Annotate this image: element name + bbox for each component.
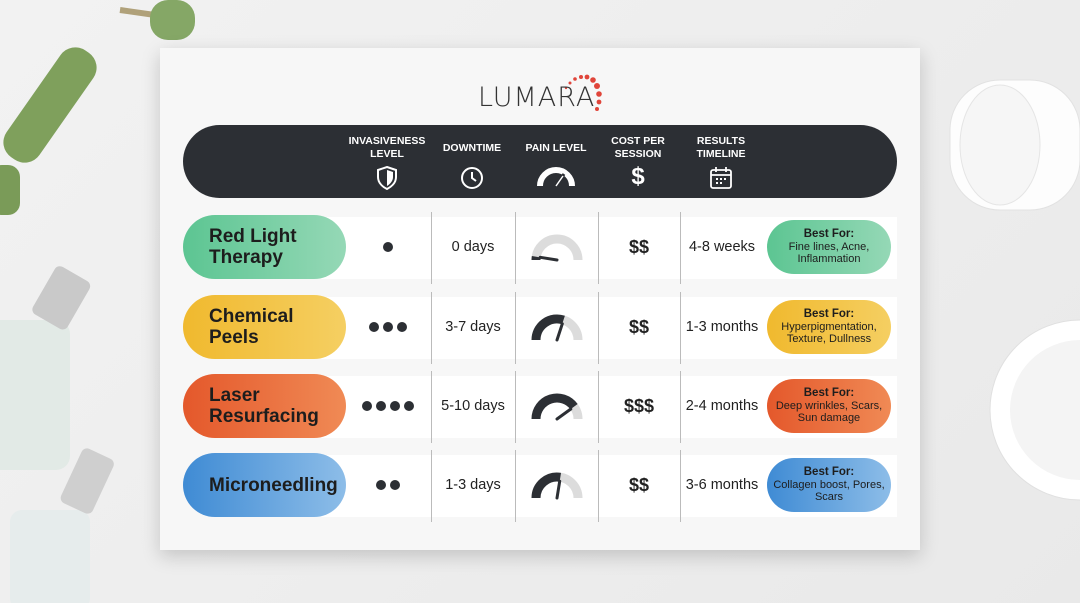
pain-gauge-icon (531, 234, 582, 262)
brand-logo: LUMARA (478, 66, 608, 116)
treatment-name: Microneedling (183, 453, 346, 517)
gauge-fill (530, 314, 565, 341)
invasiveness-dot (397, 322, 407, 332)
invasiveness-dot (383, 322, 393, 332)
treatment-row: Laser Resurfacing 5-10 days $$$ 2-4 mont… (183, 371, 897, 443)
treatment-name: Laser Resurfacing (183, 374, 346, 438)
pain-gauge (515, 374, 598, 438)
jade-roller-image (0, 0, 195, 215)
gauge-fill (531, 393, 578, 420)
best-for-text: Collagen boost, Pores, Scars (773, 478, 885, 504)
clock-icon (461, 167, 483, 189)
shield-icon (377, 165, 397, 191)
pain-gauge (515, 295, 598, 359)
downtime-value: 3-7 days (445, 319, 501, 335)
results-timeline: 1-3 months (685, 319, 759, 335)
results-timeline: 4-8 weeks (688, 239, 756, 255)
gauge-needle (555, 407, 572, 421)
cost-value: $$ (628, 316, 650, 337)
comparison-card: LUMARA INVASIVENESS LEVEL DOWNTIME PAIN … (160, 48, 920, 550)
gauge-needle (538, 255, 558, 262)
pain-gauge (515, 215, 598, 279)
invasiveness-dot (383, 242, 393, 252)
best-for-badge: Best For: Collagen boost, Pores, Scars (767, 458, 891, 512)
best-for-badge: Best For: Hyperpigmentation, Texture, Dul… (767, 300, 891, 354)
best-for-badge: Best For: Fine lines, Acne, Inflammation (767, 220, 891, 274)
downtime-value: 5-10 days (441, 398, 505, 414)
serum-bottle-image (0, 266, 114, 603)
best-for-label: Best For: (803, 228, 855, 240)
treatment-row: Chemical Peels 3-7 days $$ 1-3 months Be… (183, 292, 897, 364)
invasiveness-dot (376, 401, 386, 411)
best-for-label: Best For: (803, 308, 855, 320)
pain-gauge (515, 453, 598, 517)
pain-gauge-icon (531, 472, 582, 500)
results-timeline: 3-6 months (685, 477, 759, 493)
cost-value: $$ (628, 236, 650, 257)
header-downtime: DOWNTIME (427, 134, 517, 194)
pain-gauge-icon (530, 314, 582, 342)
invasiveness-dot (404, 401, 414, 411)
cost-value: $$$ (623, 395, 655, 416)
gauge-needle (555, 479, 561, 500)
gauge-icon (537, 167, 575, 187)
best-for-badge: Best For: Deep wrinkles, Scars, Sun damag… (767, 379, 891, 433)
downtime-value: 0 days (451, 239, 495, 255)
invasiveness-dots (345, 453, 431, 517)
pain-gauge-icon (531, 393, 582, 421)
towel-image (949, 79, 1080, 211)
best-for-text: Fine lines, Acne, Inflammation (788, 240, 870, 266)
header-invasiveness: INVASIVENESS LEVEL (342, 134, 432, 194)
cost-value: $$ (628, 474, 650, 495)
header-pain: PAIN LEVEL (511, 134, 601, 192)
treatment-row: Red Light Therapy 0 days $$ 4-8 weeks Be… (183, 212, 897, 284)
invasiveness-dot (376, 480, 386, 490)
downtime-value: 1-3 days (445, 477, 501, 493)
invasiveness-dots (345, 215, 431, 279)
cream-bowl-image (989, 319, 1080, 501)
best-for-label: Best For: (803, 387, 855, 399)
invasiveness-dot (390, 401, 400, 411)
best-for-text: Hyperpigmentation, Texture, Dullness (781, 320, 877, 346)
gauge-fill (531, 472, 561, 499)
best-for-text: Deep wrinkles, Scars, Sun damage (775, 399, 883, 425)
invasiveness-dot (362, 401, 372, 411)
gauge-needle (555, 322, 564, 342)
invasiveness-dots (345, 295, 431, 359)
treatment-name: Red Light Therapy (183, 215, 346, 279)
treatment-name: Chemical Peels (183, 295, 346, 359)
header-bar: INVASIVENESS LEVEL DOWNTIME PAIN LEVEL C… (183, 125, 897, 198)
header-results: RESULTS TIMELINE (676, 134, 766, 194)
header-cost: COST PER SESSION $ (593, 134, 683, 189)
invasiveness-dot (390, 480, 400, 490)
calendar-icon (710, 167, 732, 189)
best-for-label: Best For: (803, 466, 855, 478)
logo-arc-dots-icon (564, 74, 602, 111)
treatment-row: Microneedling 1-3 days $$ 3-6 months Bes… (183, 450, 897, 522)
invasiveness-dots (345, 374, 431, 438)
brand-name: LUMARA (478, 82, 596, 113)
results-timeline: 2-4 months (685, 398, 759, 414)
invasiveness-dot (369, 322, 379, 332)
dollar-icon: $ (631, 163, 645, 190)
gauge-track (531, 234, 582, 261)
